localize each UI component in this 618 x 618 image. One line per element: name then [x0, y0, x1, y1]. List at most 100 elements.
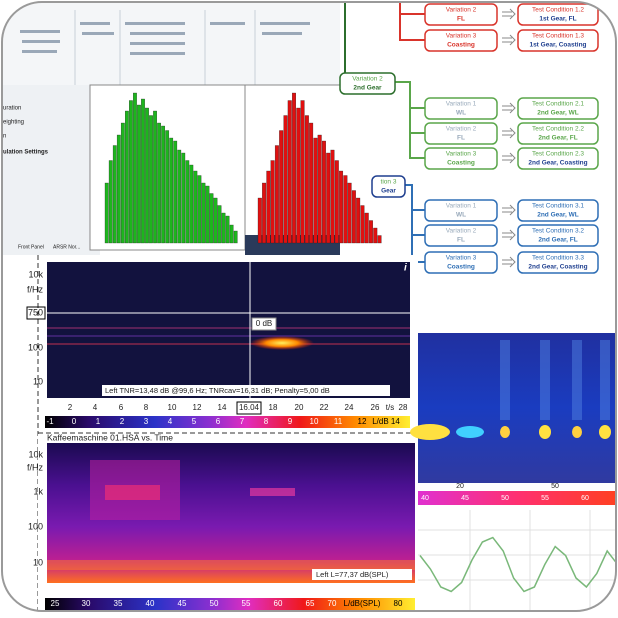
- histogram-bar: [133, 92, 137, 244]
- x-tick-label: 2: [68, 403, 73, 412]
- colorbar-label: 80: [394, 599, 403, 608]
- variation-box: [424, 224, 498, 247]
- x-tick-label: 28: [399, 403, 408, 412]
- variation-box: [424, 199, 498, 222]
- variation-box: [424, 97, 498, 120]
- colorbar-label: 12: [358, 417, 367, 426]
- line-chart-grid: [418, 510, 616, 611]
- variation-box: [424, 122, 498, 145]
- line-series: [419, 536, 616, 593]
- tree-items: [20, 22, 310, 55]
- colorbar-label: 11: [334, 417, 343, 426]
- arrow: [502, 8, 516, 20]
- histogram-bar: [205, 185, 210, 244]
- histogram-bar: [137, 104, 141, 244]
- colorbar-label: 3: [144, 417, 149, 426]
- histogram-bar: [108, 160, 113, 244]
- colorbar-label: 5: [192, 417, 197, 426]
- test-title: Test Condition 2.2: [532, 126, 584, 133]
- gear-title: Variation 2: [352, 76, 383, 83]
- histogram-bar: [373, 227, 378, 244]
- colorbar-2: [45, 598, 415, 610]
- y-tick-label: 10: [33, 557, 43, 567]
- test-box: [517, 97, 599, 120]
- histogram-bar: [360, 205, 365, 244]
- histogram-bar: [157, 122, 161, 244]
- histogram-bar: [274, 145, 279, 244]
- histogram-bar: [279, 130, 284, 244]
- colorbar-label: 6: [216, 417, 221, 426]
- histogram-bar: [304, 115, 309, 244]
- x-tick-label: 22: [320, 403, 329, 412]
- arrow: [502, 34, 516, 46]
- colorbar-1: [45, 416, 410, 428]
- histogram-bar: [189, 164, 194, 244]
- variation-title: Variation 3: [446, 255, 477, 262]
- colorbar-label: 55: [242, 599, 251, 608]
- test-box: [517, 3, 599, 26]
- variation-condition: FL: [457, 237, 465, 244]
- colorbar-label: 2: [120, 417, 125, 426]
- y-tick-label: f/Hz: [27, 284, 44, 294]
- test-detail: 1st Gear, FL: [539, 16, 576, 23]
- test-title: Test Condition 3.1: [532, 203, 584, 210]
- histogram-bar: [129, 100, 133, 244]
- gear-node: [339, 72, 396, 95]
- variation-title: Variation 1: [446, 203, 477, 210]
- histogram-bar: [169, 137, 174, 244]
- test-title: Test Condition 3.3: [532, 255, 584, 262]
- histogram-bar: [270, 160, 275, 244]
- histogram-bar: [283, 115, 288, 244]
- spectrogram-1-plot: [47, 262, 410, 398]
- histogram-bar: [153, 110, 157, 244]
- gear-sub: 2nd Gear: [353, 85, 382, 92]
- test-detail: 2nd Gear, WL: [537, 110, 579, 117]
- histogram-bar: [317, 134, 322, 244]
- variation-box: [424, 251, 498, 274]
- test-title: Test Condition 1.2: [532, 7, 584, 14]
- colorbar-label: 50: [210, 599, 219, 608]
- colorbar-label: 65: [306, 599, 315, 608]
- variation-condition: Coasting: [447, 160, 475, 167]
- left-panel: [2, 85, 100, 255]
- x-tick-label: 50: [551, 483, 559, 490]
- y-tick-label: 100: [28, 342, 43, 352]
- form-label: eighting: [3, 120, 24, 126]
- histogram-bar: [197, 175, 202, 244]
- gear-node: [371, 175, 406, 198]
- colorbar-3: [418, 491, 616, 505]
- x-tick-label: 12: [193, 403, 202, 412]
- marker-box: [251, 317, 277, 331]
- x-tick-label: 14: [218, 403, 227, 412]
- histogram-bar: [125, 110, 129, 244]
- histogram-bar: [287, 100, 292, 244]
- colorbar-label: 7: [240, 417, 245, 426]
- histogram-bar: [225, 215, 230, 244]
- test-detail: 1st Gear, Coasting: [529, 42, 586, 49]
- histogram-bar: [326, 152, 331, 244]
- heatmap-blobs: [410, 340, 611, 440]
- test-detail: 2nd Gear, FL: [538, 237, 577, 244]
- variation-condition: WL: [456, 212, 466, 219]
- test-title: Test Condition 3.2: [532, 228, 584, 235]
- colorbar-label: 9: [288, 417, 293, 426]
- form-label: n: [3, 134, 6, 140]
- x-tick-label: 4: [93, 403, 98, 412]
- histogram-bar: [201, 182, 206, 244]
- histogram-bar: [141, 98, 145, 244]
- x-tick-label: 6: [119, 403, 124, 412]
- histogram-bar: [377, 235, 382, 244]
- y-tick-label: 10: [33, 376, 43, 386]
- colorbar-label: L/dB 14: [372, 417, 400, 426]
- heatmap-plot: [418, 333, 616, 483]
- event-band: [250, 488, 295, 496]
- histogram-bar: [173, 140, 178, 244]
- colorbar-label: 70: [328, 599, 337, 608]
- histogram-bar: [364, 212, 369, 244]
- status-text: Left TNR=13,48 dB @99,6 Hz; TNRcav=16,31…: [105, 386, 330, 395]
- gear-title: tion 3: [381, 179, 397, 186]
- variation-condition: FL: [457, 16, 465, 23]
